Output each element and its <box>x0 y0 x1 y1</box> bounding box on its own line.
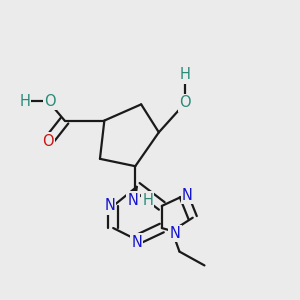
Text: N: N <box>169 226 181 241</box>
Text: N: N <box>131 235 142 250</box>
Text: H: H <box>20 94 30 109</box>
Text: N: N <box>128 193 138 208</box>
Text: H: H <box>142 193 153 208</box>
Text: N: N <box>104 198 115 213</box>
Text: H: H <box>180 68 191 82</box>
Text: O: O <box>43 134 54 149</box>
Text: O: O <box>44 94 56 109</box>
Text: O: O <box>179 95 191 110</box>
Text: N: N <box>182 188 193 203</box>
